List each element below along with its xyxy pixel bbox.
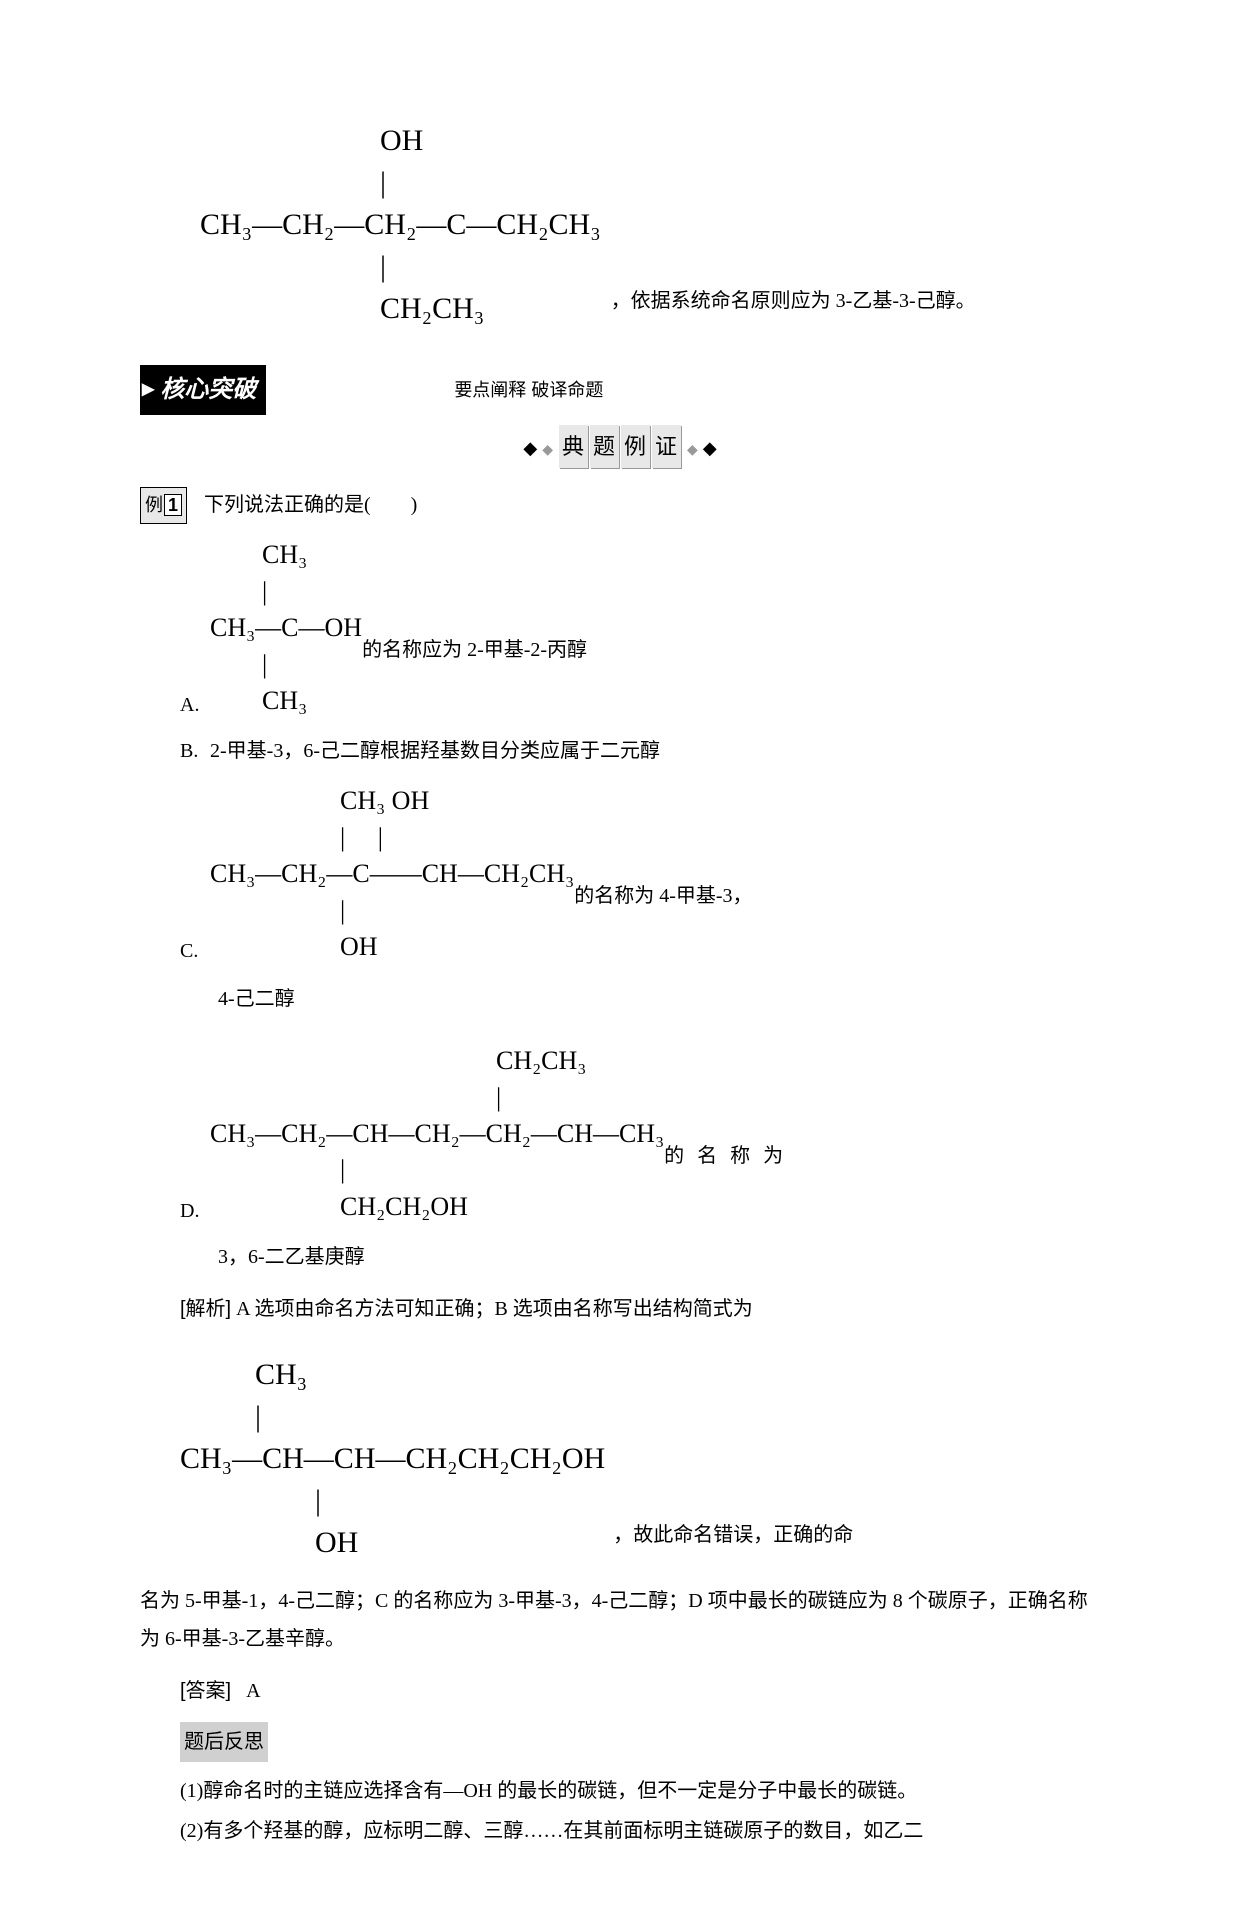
option-c-line2: 4-己二醇 <box>218 980 1100 1018</box>
option-d-trail: 的 名 称 为 <box>664 1137 787 1175</box>
analysis-formula: CH₃ | CH₃—CH—CH—CH₂CH₂CH₂OH | OH ，故此命名错误… <box>140 1334 1100 1574</box>
section-header: 核心突破 要点阐释 破译命题 <box>140 365 1100 415</box>
analysis-text2: 名为 5-甲基-1，4-己二醇；C 的名称应为 3-甲基-3，4-己二醇；D 项… <box>140 1582 1100 1658</box>
section-subtitle: 要点阐释 破译命题 <box>454 373 603 407</box>
option-d: D. CH₂CH₃ | CH₃—CH₂—CH—CH₂—CH₂—CH—CH₃ | … <box>180 1038 1100 1276</box>
option-a: A. CH₃ | CH₃—C—OH | CH₃ 的名称应为 2-甲基-2-丙醇 <box>180 532 1100 724</box>
answer-block: [答案] A <box>180 1672 1100 1710</box>
top-formula-trail: ，依据系统命名原则应为 3-乙基-3-己醇。 <box>611 282 976 320</box>
example-line: 例1 下列说法正确的是( ) <box>140 486 1100 524</box>
diamond-center: 典题例证 <box>558 425 682 469</box>
reflection-p2: (2)有多个羟基的醇，应标明二醇、三醇……在其前面标明主链碳原子的数目，如乙二 <box>140 1812 1100 1850</box>
example-stem: 下列说法正确的是( ) <box>204 494 417 516</box>
analysis-block: [解析] A 选项由命名方法可知正确；B 选项由名称写出结构简式为 <box>180 1290 1100 1328</box>
option-c: C. CH₃ OH | | CH₃—CH₂—C——CH—CH₂CH₃ | OH … <box>180 778 1100 1018</box>
answer-label: [答案] <box>180 1680 231 1702</box>
analysis-label: [解析] <box>180 1298 231 1320</box>
option-a-trail: 的名称应为 2-甲基-2-丙醇 <box>362 631 587 669</box>
top-formula-block: OH | CH₃—CH₂—CH₂—C—CH₂CH₃ | CH₂CH₃ ，依据系统… <box>140 100 1100 340</box>
answer-value: A <box>246 1680 260 1702</box>
analysis-trail: ，故此命名错误，正确的命 <box>613 1516 853 1554</box>
reflection-title: 题后反思 <box>180 1722 268 1762</box>
option-c-trail: 的名称为 4-甲基-3， <box>574 877 752 915</box>
example-marker: 例1 <box>140 487 187 523</box>
reflection-p1: (1)醇命名时的主链应选择含有—OH 的最长的碳链，但不一定是分子中最长的碳链。 <box>140 1772 1100 1810</box>
diamond-row: ◆ ◆ 典题例证 ◆ ◆ <box>140 425 1100 469</box>
option-d-line2: 3，6-二乙基庚醇 <box>218 1238 1100 1276</box>
analysis-text1: A 选项由命名方法可知正确；B 选项由名称写出结构简式为 <box>236 1298 753 1320</box>
option-b: B.2-甲基-3，6-己二醇根据羟基数目分类应属于二元醇 <box>180 732 1100 770</box>
section-title: 核心突破 <box>140 365 266 415</box>
